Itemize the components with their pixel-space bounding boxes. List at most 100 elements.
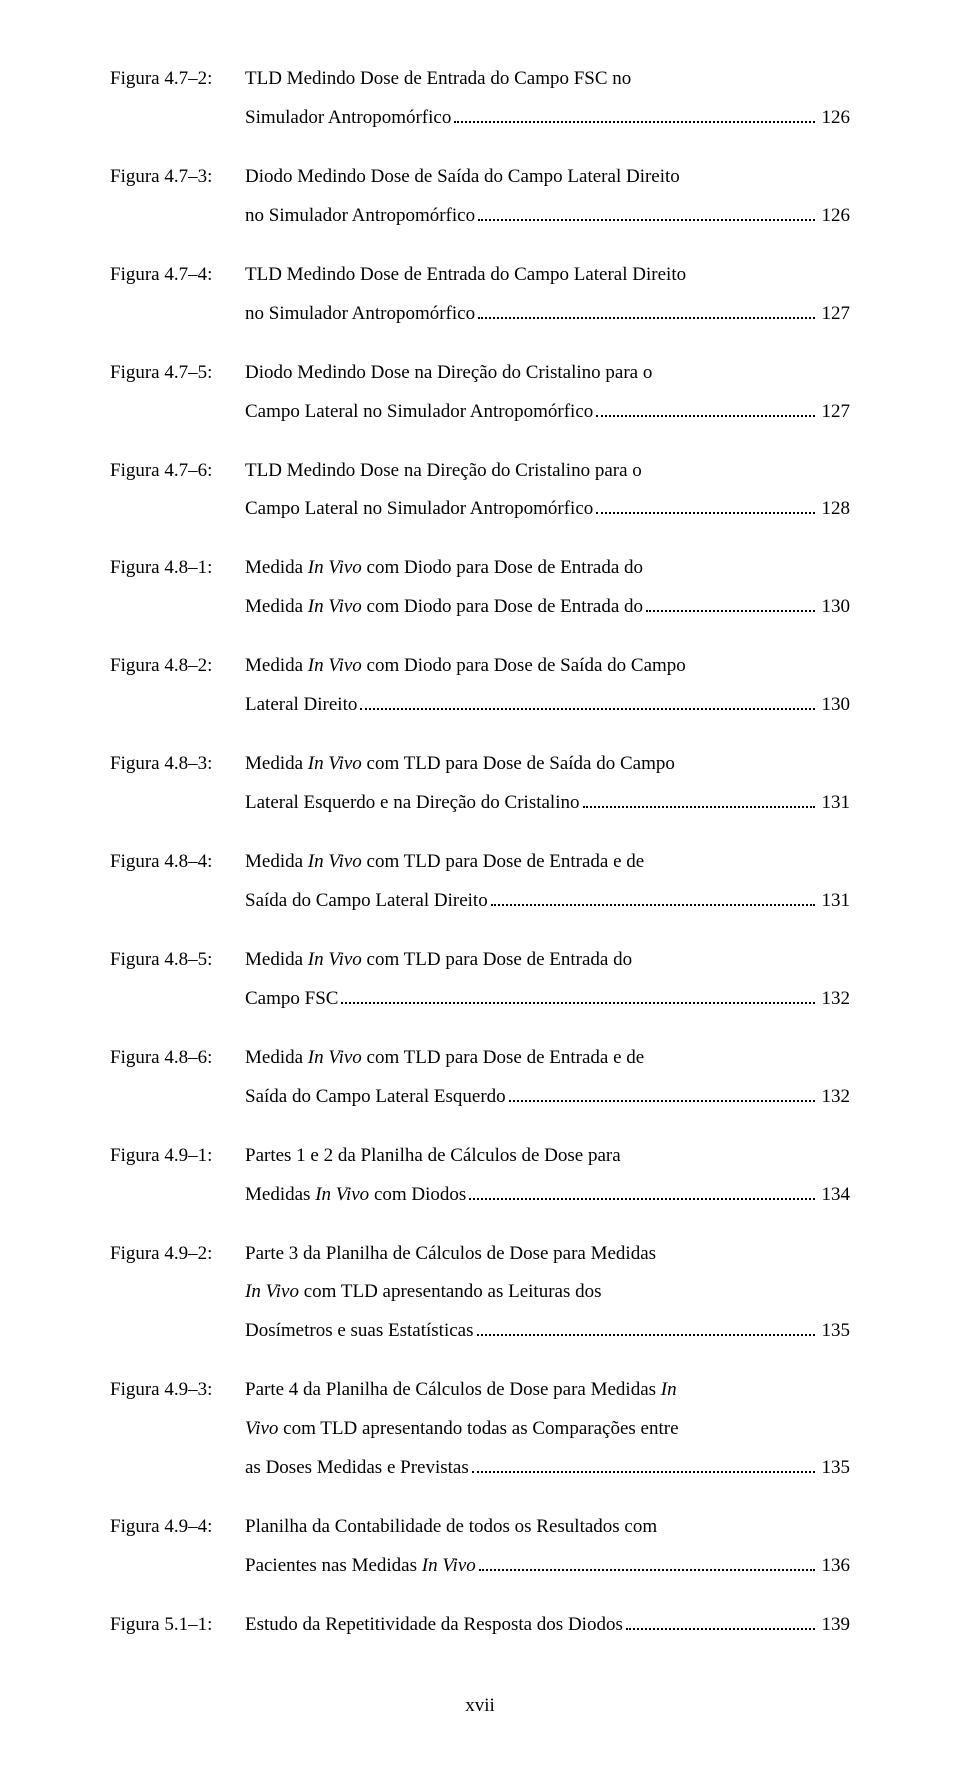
figure-description-line: In Vivo com TLD apresentando as Leituras… bbox=[245, 1273, 850, 1312]
figure-description-last-line: no Simulador Antropomórfico127 bbox=[245, 295, 850, 334]
figure-description: Medida In Vivo com TLD para Dose de Saíd… bbox=[245, 745, 850, 823]
figure-description-last-line: as Doses Medidas e Previstas 135 bbox=[245, 1449, 850, 1488]
figure-description: Diodo Medindo Dose de Saída do Campo Lat… bbox=[245, 158, 850, 236]
page-number: 131 bbox=[818, 784, 851, 823]
figure-description-line: Planilha da Contabilidade de todos os Re… bbox=[245, 1508, 850, 1547]
figure-label: Figura 4.9–3: bbox=[110, 1379, 245, 1401]
leader-dots bbox=[454, 121, 814, 123]
leader-dots bbox=[472, 1471, 815, 1473]
figure-description-last-line: Simulador Antropomórfico 126 bbox=[245, 99, 850, 138]
figure-description-last-line: Pacientes nas Medidas In Vivo 136 bbox=[245, 1547, 850, 1586]
leader-dots bbox=[477, 1334, 815, 1336]
figure-description-last-line: no Simulador Antropomórfico 126 bbox=[245, 197, 850, 236]
figure-entry: Figura 4.8–3:Medida In Vivo com TLD para… bbox=[110, 745, 850, 823]
leader-dots bbox=[646, 610, 814, 612]
leader-dots bbox=[491, 904, 815, 906]
figure-description-line: Diodo Medindo Dose na Direção do Cristal… bbox=[245, 354, 850, 393]
figure-entry: Figura 4.9–3:Parte 4 da Planilha de Cálc… bbox=[110, 1371, 850, 1488]
figure-description-line: Vivo com TLD apresentando todas as Compa… bbox=[245, 1410, 850, 1449]
leader-dots bbox=[583, 806, 815, 808]
figure-description-last-text: Lateral Direito bbox=[245, 686, 357, 725]
figure-label: Figura 4.9–1: bbox=[110, 1145, 245, 1167]
figure-description-last-text: Campo FSC bbox=[245, 980, 338, 1019]
page-number: 132 bbox=[818, 980, 851, 1019]
figure-description-last-line: Lateral Direito 130 bbox=[245, 686, 850, 725]
figure-description-last-line: Campo Lateral no Simulador Antropomórfic… bbox=[245, 393, 850, 432]
figure-entry: Figura 4.7–3:Diodo Medindo Dose de Saída… bbox=[110, 158, 850, 236]
page-number: 139 bbox=[818, 1606, 851, 1645]
figure-description-line: Parte 3 da Planilha de Cálculos de Dose … bbox=[245, 1235, 850, 1274]
figure-description: TLD Medindo Dose de Entrada do Campo Lat… bbox=[245, 256, 850, 334]
figure-entry: Figura 4.8–6:Medida In Vivo com TLD para… bbox=[110, 1039, 850, 1117]
figure-label: Figura 4.7–6: bbox=[110, 460, 245, 482]
leader-dots bbox=[360, 708, 814, 710]
page-footer-number: xvii bbox=[110, 1695, 850, 1717]
figure-description-line: Parte 4 da Planilha de Cálculos de Dose … bbox=[245, 1371, 850, 1410]
leader-dots bbox=[478, 219, 814, 221]
page-number: 136 bbox=[818, 1547, 851, 1586]
figure-description: Estudo da Repetitividade da Resposta dos… bbox=[245, 1606, 850, 1645]
figure-entry: Figura 5.1–1:Estudo da Repetitividade da… bbox=[110, 1606, 850, 1645]
page-number: 126 bbox=[818, 197, 851, 236]
figure-description-line: Medida In Vivo com TLD para Dose de Saíd… bbox=[245, 745, 850, 784]
page-number: 131 bbox=[818, 882, 851, 921]
leader-dots bbox=[479, 1569, 815, 1571]
figure-label: Figura 4.7–3: bbox=[110, 166, 245, 188]
figure-description-last-text: Campo Lateral no Simulador Antropomórfic… bbox=[245, 393, 593, 432]
page-number: 135 bbox=[818, 1449, 851, 1488]
figure-description: Medida In Vivo com Diodo para Dose de En… bbox=[245, 549, 850, 627]
figure-description: Medida In Vivo com Diodo para Dose de Sa… bbox=[245, 647, 850, 725]
figure-description-last-text: Simulador Antropomórfico bbox=[245, 99, 451, 138]
figure-description-last-line: Estudo da Repetitividade da Resposta dos… bbox=[245, 1606, 850, 1645]
figure-label: Figura 4.7–4: bbox=[110, 264, 245, 286]
figure-label: Figura 4.8–5: bbox=[110, 949, 245, 971]
page-number: 132 bbox=[818, 1078, 851, 1117]
figure-description: Partes 1 e 2 da Planilha de Cálculos de … bbox=[245, 1137, 850, 1215]
figure-description-last-line: Medida In Vivo com Diodo para Dose de En… bbox=[245, 588, 850, 627]
figure-description-line: Partes 1 e 2 da Planilha de Cálculos de … bbox=[245, 1137, 850, 1176]
figure-description: TLD Medindo Dose de Entrada do Campo FSC… bbox=[245, 60, 850, 138]
figure-list: Figura 4.7–2:TLD Medindo Dose de Entrada… bbox=[110, 60, 850, 1645]
figure-label: Figura 4.7–5: bbox=[110, 362, 245, 384]
page-number: 134 bbox=[818, 1176, 851, 1215]
page-number: 130 bbox=[818, 686, 851, 725]
figure-description-line: Medida In Vivo com TLD para Dose de Entr… bbox=[245, 843, 850, 882]
figure-entry: Figura 4.8–1:Medida In Vivo com Diodo pa… bbox=[110, 549, 850, 627]
figure-description-last-text: Saída do Campo Lateral Esquerdo bbox=[245, 1078, 506, 1117]
figure-description-line: TLD Medindo Dose de Entrada do Campo Lat… bbox=[245, 256, 850, 295]
figure-entry: Figura 4.9–4:Planilha da Contabilidade d… bbox=[110, 1508, 850, 1586]
figure-description: Planilha da Contabilidade de todos os Re… bbox=[245, 1508, 850, 1586]
figure-label: Figura 4.8–3: bbox=[110, 753, 245, 775]
figure-description-last-text: Pacientes nas Medidas In Vivo bbox=[245, 1547, 476, 1586]
figure-description-last-text: Medidas In Vivo com Diodos bbox=[245, 1176, 466, 1215]
figure-description-last-text: as Doses Medidas e Previstas bbox=[245, 1449, 469, 1488]
figure-label: Figura 4.7–2: bbox=[110, 68, 245, 90]
figure-entry: Figura 4.7–4:TLD Medindo Dose de Entrada… bbox=[110, 256, 850, 334]
figure-description-last-text: Lateral Esquerdo e na Direção do Cristal… bbox=[245, 784, 580, 823]
figure-description-line: Medida In Vivo com Diodo para Dose de Sa… bbox=[245, 647, 850, 686]
page-number: 127 bbox=[818, 295, 851, 334]
figure-description: Diodo Medindo Dose na Direção do Cristal… bbox=[245, 354, 850, 432]
figure-description-line: Medida In Vivo com TLD para Dose de Entr… bbox=[245, 941, 850, 980]
page-number: 126 bbox=[818, 99, 851, 138]
figure-entry: Figura 4.8–5:Medida In Vivo com TLD para… bbox=[110, 941, 850, 1019]
figure-description: Parte 4 da Planilha de Cálculos de Dose … bbox=[245, 1371, 850, 1488]
figure-description-last-line: Medidas In Vivo com Diodos 134 bbox=[245, 1176, 850, 1215]
figure-description-last-line: Campo FSC 132 bbox=[245, 980, 850, 1019]
leader-dots bbox=[626, 1628, 815, 1630]
leader-dots bbox=[478, 317, 814, 319]
figure-description: Medida In Vivo com TLD para Dose de Entr… bbox=[245, 1039, 850, 1117]
figure-label: Figura 4.8–1: bbox=[110, 557, 245, 579]
figure-description: Medida In Vivo com TLD para Dose de Entr… bbox=[245, 843, 850, 921]
figure-label: Figura 4.8–2: bbox=[110, 655, 245, 677]
page-number: 128 bbox=[818, 490, 851, 529]
figure-description-last-text: Saída do Campo Lateral Direito bbox=[245, 882, 488, 921]
leader-dots bbox=[341, 1002, 814, 1004]
figure-description-line: TLD Medindo Dose de Entrada do Campo FSC… bbox=[245, 60, 850, 99]
figure-description-line: Diodo Medindo Dose de Saída do Campo Lat… bbox=[245, 158, 850, 197]
figure-description-last-line: Campo Lateral no Simulador Antropomórfic… bbox=[245, 490, 850, 529]
figure-description-last-text: Campo Lateral no Simulador Antropomórfic… bbox=[245, 490, 593, 529]
page-number: 127 bbox=[818, 393, 851, 432]
figure-description-last-text: no Simulador Antropomórfico bbox=[245, 197, 475, 236]
page-number: 130 bbox=[818, 588, 851, 627]
